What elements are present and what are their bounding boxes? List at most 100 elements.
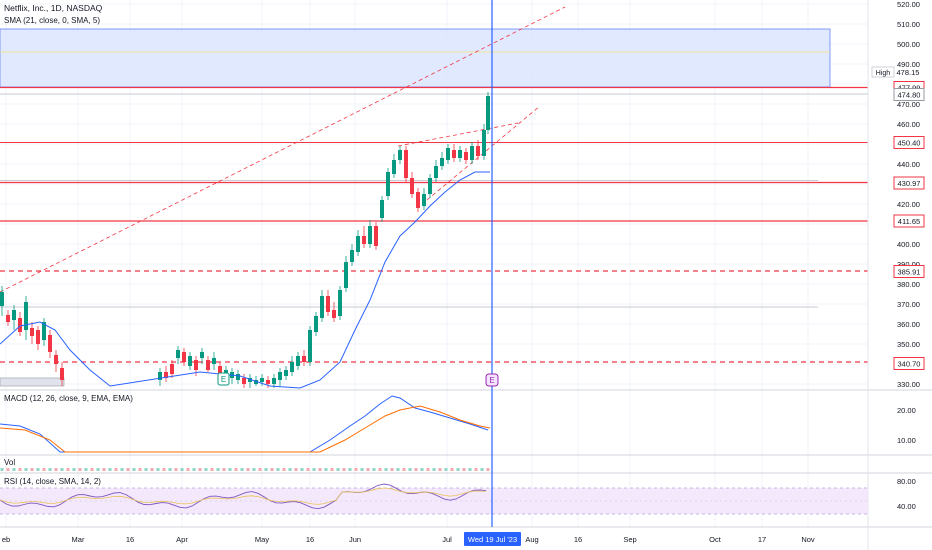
volume-bar	[192, 468, 196, 471]
candle-body	[36, 330, 40, 344]
earnings-marker-upcoming[interactable]: E	[485, 373, 499, 387]
price-tick-label: 380.00	[897, 280, 920, 289]
volume-bar	[150, 468, 154, 471]
volume-bar	[342, 468, 346, 471]
volume-bar	[348, 468, 352, 471]
crosshair-date: Wed 19 Jul '23	[468, 535, 517, 544]
volume-bar	[414, 468, 418, 471]
candle-body	[290, 362, 294, 372]
volume-bar	[270, 468, 274, 471]
high-value: 478.15	[897, 68, 920, 77]
time-tick-label: Jun	[349, 535, 361, 544]
price-tick-label: 500.00	[897, 40, 920, 49]
price-tick-label: 490.00	[897, 60, 920, 69]
volume-bar	[312, 468, 316, 471]
volume-bar	[108, 468, 112, 471]
candle-body	[164, 372, 168, 378]
volume-bar	[78, 468, 82, 471]
candle-body	[398, 150, 402, 160]
candle-body	[278, 372, 282, 380]
trendline-long[interactable]	[0, 6, 566, 293]
macd-axis[interactable]: 20.00 10.00	[897, 406, 916, 445]
candle-body	[188, 356, 192, 366]
macd-legend[interactable]: MACD (12, 26, close, 9, EMA, EMA)	[4, 394, 133, 403]
price-badge-value: 411.65	[898, 217, 920, 226]
candle-body	[200, 352, 204, 358]
macd-tick-label: 20.00	[897, 406, 916, 415]
volume-bar	[324, 468, 328, 471]
rsi-axis[interactable]: 80.00 40.00	[897, 477, 916, 511]
volume-bar	[450, 468, 454, 471]
vol-legend[interactable]: Vol	[4, 458, 15, 467]
candle-body	[356, 236, 360, 252]
price-tick-label: 390.00	[897, 260, 920, 269]
horizontal-levels[interactable]	[0, 86, 868, 387]
volume-bar	[336, 468, 340, 471]
candle-body	[470, 146, 474, 160]
candle-body	[54, 355, 58, 364]
candle-body	[386, 172, 390, 196]
volume-bar	[12, 468, 16, 471]
rsi-ma-line	[0, 487, 487, 505]
time-axis[interactable]: eb Mar 16 Apr May 16 Jun Jul Aug 16 Sep Oct 17 Nov	[2, 535, 815, 544]
rsi-label: RSI (14, close, SMA, 14, 2)	[4, 477, 101, 486]
price-badge	[893, 357, 925, 370]
price-badge	[893, 88, 925, 101]
trendline-channel-upper[interactable]	[397, 122, 519, 147]
time-tick-label: Oct	[709, 535, 722, 544]
price-axis[interactable]: 520.00510.00500.00490.00480.00470.00460.…	[897, 0, 920, 389]
price-badge	[893, 176, 925, 190]
candle-body	[296, 356, 300, 366]
candle-body	[260, 378, 264, 382]
sma-legend[interactable]: SMA (21, close, 0, SMA, 5)	[4, 16, 100, 25]
volume-bar	[366, 468, 370, 471]
price-badge-value: 340.70	[898, 360, 921, 369]
candle-body	[6, 315, 10, 322]
candle-body	[24, 302, 28, 330]
sma-label: SMA (21, close, 0, SMA, 5)	[4, 16, 101, 25]
rsi-tick-label: 40.00	[897, 502, 916, 511]
time-tick-label: 17	[758, 535, 766, 544]
candle-body	[380, 200, 384, 218]
volume-bar	[354, 468, 358, 471]
macd-signal-line	[0, 405, 491, 453]
candle-body	[242, 378, 246, 384]
volume-bar	[162, 468, 166, 471]
gap-box	[0, 377, 65, 387]
candle-body	[326, 296, 330, 312]
volume-bar	[96, 468, 100, 471]
candle-body	[416, 192, 420, 208]
price-badge-value: 385.91	[898, 268, 921, 277]
earnings-marker-past[interactable]: E	[217, 372, 230, 386]
crosshair-time-label: Wed 19 Jul '23	[464, 532, 521, 546]
candle-body	[48, 335, 52, 352]
price-badge	[893, 136, 925, 149]
candle-body	[158, 372, 162, 380]
candle-body	[368, 226, 372, 244]
candle-body	[212, 358, 216, 364]
candle-body	[344, 262, 348, 288]
candle-body	[434, 166, 438, 178]
rsi-legend[interactable]: RSI (14, close, SMA, 14, 2)	[4, 477, 101, 486]
candle-body	[206, 360, 210, 370]
volume-bar	[444, 468, 448, 471]
volume-bar	[300, 468, 304, 471]
candle-body	[314, 316, 318, 332]
volume-bar	[468, 468, 472, 471]
candle-body	[284, 370, 288, 376]
volume-bar	[60, 468, 64, 471]
price-badge	[893, 214, 925, 228]
volume-bar	[294, 468, 298, 471]
candle-body	[236, 374, 240, 380]
volume-bar	[54, 468, 58, 471]
price-badge-value: 450.40	[898, 139, 921, 148]
candles	[0, 92, 490, 388]
time-tick-label: May	[255, 535, 269, 544]
highlight-zone[interactable]	[0, 28, 831, 88]
candle-body	[0, 292, 4, 306]
candle-body	[30, 328, 34, 336]
symbol-legend[interactable]: Netflix, Inc., 1D, NASDAQ	[4, 3, 102, 13]
candle-body	[452, 150, 456, 158]
